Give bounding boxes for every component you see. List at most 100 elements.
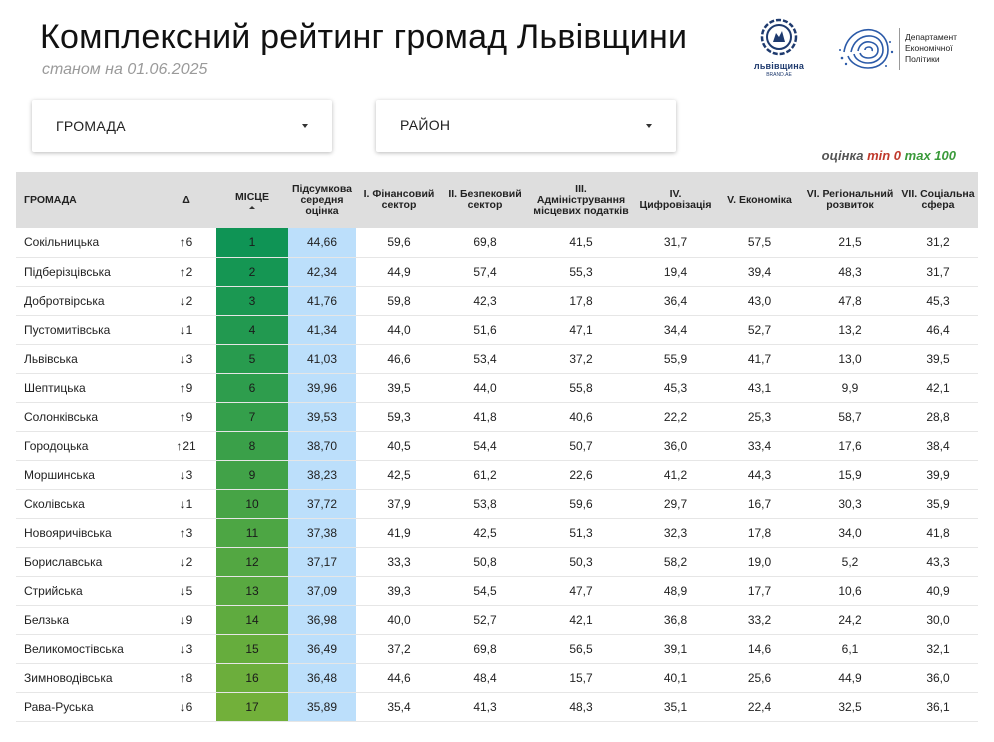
hromada-filter-dropdown[interactable]: ГРОМАДА [32,100,332,152]
col-header-social[interactable]: VII. Соціальна сфера [898,172,978,228]
score-digitalization: 32,3 [634,518,717,548]
hromada-name: Белзька [16,605,156,635]
col-header-regional[interactable]: VI. Регіональний розвиток [802,172,898,228]
rank-change: ↑8 [156,663,216,693]
score-financial: 44,6 [356,663,442,693]
table-row[interactable]: Сокільницька ↑6 1 44,66 59,6 69,8 41,5 31,7 57,5… [16,228,978,258]
score-financial: 59,6 [356,228,442,258]
score-regional: 30,3 [802,489,898,519]
table-row[interactable]: Добротвірська ↓2 3 41,76 59,8 42,3 17,8 36,4 43,… [16,286,978,316]
rayon-filter-dropdown[interactable]: РАЙОН [376,100,676,152]
score-social: 39,9 [898,460,978,490]
score-financial: 42,5 [356,460,442,490]
table-row[interactable]: Бориславська ↓2 12 37,17 33,3 50,8 50,3 58,2 19,… [16,547,978,577]
average-score: 41,03 [288,344,356,374]
score-tax-admin: 59,6 [528,489,634,519]
table-row[interactable]: Солонківська ↑9 7 39,53 59,3 41,8 40,6 22,2 25,3… [16,402,978,432]
table-row[interactable]: Пустомитівська ↓1 4 41,34 44,0 51,6 47,1 34,4 52… [16,315,978,345]
col-header-security[interactable]: II. Безпековий сектор [442,172,528,228]
score-digitalization: 29,7 [634,489,717,519]
score-regional: 44,9 [802,663,898,693]
col-header-rank-label: МІСЦЕ [235,190,269,203]
score-tax-admin: 37,2 [528,344,634,374]
rank-cell: 12 [216,547,288,577]
rank-change: ↓2 [156,547,216,577]
score-social: 30,0 [898,605,978,635]
department-name: Департамент Економічної Політики [905,32,957,65]
score-social: 31,7 [898,257,978,287]
logo-divider [899,28,900,70]
average-score: 41,76 [288,286,356,316]
average-score: 35,89 [288,692,356,722]
page-title: Комплексний рейтинг громад Львівщини [40,18,688,56]
rank-change: ↑2 [156,257,216,287]
table-row[interactable]: Стрийська ↓5 13 37,09 39,3 54,5 47,7 48,9 17,7 10… [16,576,978,606]
hromada-name: Шептицька [16,373,156,403]
score-security: 54,4 [442,431,528,461]
score-tax-admin: 40,6 [528,402,634,432]
hromada-name: Сокільницька [16,228,156,258]
col-header-delta[interactable]: Δ [156,172,216,228]
col-header-tax-admin[interactable]: III. Адміністрування місцевих податків [528,172,634,228]
average-score: 39,53 [288,402,356,432]
table-row[interactable]: Моршинська ↓3 9 38,23 42,5 61,2 22,6 41,2 44,3 15… [16,460,978,490]
score-social: 35,9 [898,489,978,519]
score-security: 61,2 [442,460,528,490]
score-tax-admin: 17,8 [528,286,634,316]
rank-change: ↓3 [156,460,216,490]
rank-cell: 3 [216,286,288,316]
score-financial: 59,3 [356,402,442,432]
score-security: 42,5 [442,518,528,548]
score-financial: 39,3 [356,576,442,606]
col-header-financial[interactable]: I. Фінансовий сектор [356,172,442,228]
score-regional: 15,9 [802,460,898,490]
table-row[interactable]: Великомостівська ↓3 15 36,49 37,2 69,8 56,5 39,… [16,634,978,664]
average-score: 36,48 [288,663,356,693]
lvivshchyna-logo-subtext: BRAND.AE [766,72,792,78]
table-row[interactable]: Підберізцівська ↑2 2 42,34 44,9 57,4 55,3 19,4 3… [16,257,978,287]
score-security: 51,6 [442,315,528,345]
rank-cell: 10 [216,489,288,519]
average-score: 38,23 [288,460,356,490]
chevron-down-icon [646,124,652,128]
score-financial: 46,6 [356,344,442,374]
page-subtitle: станом на 01.06.2025 [42,61,208,78]
score-regional: 21,5 [802,228,898,258]
score-tax-admin: 41,5 [528,228,634,258]
rank-cell: 16 [216,663,288,693]
score-economy: 22,4 [717,692,802,722]
table-row[interactable]: Шептицька ↑9 6 39,96 39,5 44,0 55,8 45,3 43,1 9,9… [16,373,978,403]
score-digitalization: 40,1 [634,663,717,693]
hromada-name: Підберізцівська [16,257,156,287]
score-financial: 37,2 [356,634,442,664]
hromada-name: Зимноводівська [16,663,156,693]
score-financial: 44,9 [356,257,442,287]
hromada-name: Солонківська [16,402,156,432]
score-regional: 48,3 [802,257,898,287]
table-row[interactable]: Сколівська ↓1 10 37,72 37,9 53,8 59,6 29,7 16,7 3… [16,489,978,519]
average-score: 39,96 [288,373,356,403]
table-row[interactable]: Зимноводівська ↑8 16 36,48 44,6 48,4 15,7 40,1 2… [16,663,978,693]
col-header-economy[interactable]: V. Економіка [717,172,802,228]
rank-cell: 6 [216,373,288,403]
col-header-rank[interactable]: МІСЦЕ [216,172,288,228]
table-row[interactable]: Львівська ↓3 5 41,03 46,6 53,4 37,2 55,9 41,7 13,… [16,344,978,374]
average-score: 37,09 [288,576,356,606]
chevron-down-icon [302,124,308,128]
score-financial: 40,0 [356,605,442,635]
col-header-avg[interactable]: Підсумкова середня оцінка [288,172,356,228]
table-row[interactable]: Новояричівська ↑3 11 37,38 41,9 42,5 51,3 32,3 1… [16,518,978,548]
col-header-digitalization[interactable]: IV. Цифровізація [634,172,717,228]
score-digitalization: 36,0 [634,431,717,461]
score-financial: 44,0 [356,315,442,345]
score-economy: 19,0 [717,547,802,577]
rank-change: ↓2 [156,286,216,316]
col-header-name[interactable]: ГРОМАДА [16,172,156,228]
rank-cell: 4 [216,315,288,345]
table-row[interactable]: Белзька ↓9 14 36,98 40,0 52,7 42,1 36,8 33,2 24,2… [16,605,978,635]
table-row[interactable]: Городоцька ↑21 8 38,70 40,5 54,4 50,7 36,0 33,4 1… [16,431,978,461]
rank-change: ↑6 [156,228,216,258]
score-social: 31,2 [898,228,978,258]
table-row[interactable]: Рава-Руська ↓6 17 35,89 35,4 41,3 48,3 35,1 22,4… [16,692,978,722]
table-header-row: ГРОМАДА Δ МІСЦЕ Підсумкова середня оцінк… [16,172,978,228]
